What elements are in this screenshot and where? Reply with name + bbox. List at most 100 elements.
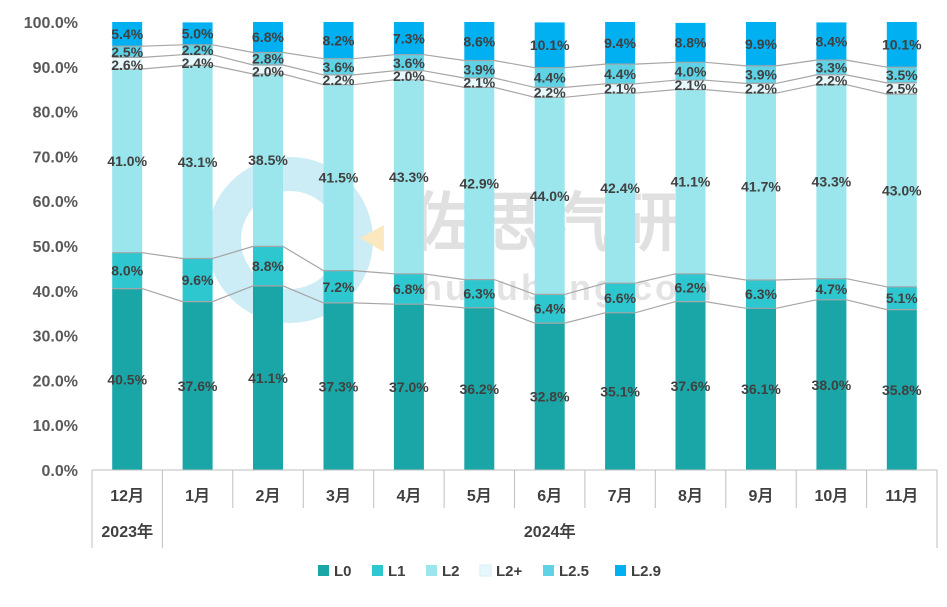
bar-L25-1 — [112, 46, 143, 58]
bar-L0-8 — [605, 312, 636, 470]
x-tick-label-6: 5月 — [467, 487, 492, 505]
data-label-L25-3: 2.8% — [252, 51, 284, 67]
bar-L0-11 — [816, 299, 847, 470]
x-tick-label-9: 8月 — [678, 487, 703, 505]
legend-label-L2: L2 — [442, 563, 460, 580]
data-label-L2-10: 41.7% — [741, 179, 781, 195]
bar-L25-11 — [816, 60, 847, 75]
bar-L2-10 — [746, 83, 776, 94]
data-label-L2-6: 2.1% — [463, 75, 495, 91]
y-tick-label-10: 100.0% — [24, 15, 78, 32]
data-label-L0-5: 37.0% — [389, 379, 429, 395]
data-label-L0-10: 36.1% — [741, 381, 781, 397]
bar-L25-3 — [253, 52, 283, 65]
bar-L29-3 — [253, 22, 283, 53]
data-label-L25-4: 3.6% — [323, 59, 355, 75]
bar-L2-9 — [675, 80, 706, 90]
data-label-L25-1: 2.5% — [111, 44, 143, 60]
x-tick-label-5: 4月 — [396, 487, 421, 505]
x-tick-label-4: 3月 — [326, 487, 351, 505]
legend-swatch-L0 — [318, 565, 329, 576]
data-label-L25-12: 3.5% — [886, 67, 918, 83]
y-tick-label-0: 0.0% — [42, 463, 78, 480]
bar-L29-2 — [182, 22, 213, 45]
bar-L0-9 — [675, 301, 706, 470]
bar-L2-1 — [112, 57, 143, 69]
bar-L2-8 — [605, 83, 636, 94]
bar-L0-12 — [886, 309, 917, 470]
bar-L2-3 — [253, 65, 283, 74]
legend-label-L29: L2.9 — [631, 563, 661, 580]
legend-swatch-L2 — [479, 564, 492, 577]
data-label-L25-6: 3.9% — [463, 61, 495, 77]
bar-L0-4 — [323, 302, 354, 470]
data-label-L2-10: 2.2% — [745, 80, 777, 96]
data-label-L2-6: 42.9% — [459, 176, 499, 192]
legend-label-L2: L2+ — [496, 563, 523, 580]
data-label-L1-5: 6.8% — [393, 281, 425, 297]
data-label-L0-3: 41.1% — [248, 370, 288, 386]
legend: L0 L1 L2 L2+ L2.5 L2.9 — [318, 563, 661, 580]
y-tick-label-3: 30.0% — [33, 329, 78, 346]
bar-L1-10 — [746, 280, 776, 309]
y-tick-label-9: 90.0% — [33, 60, 78, 77]
bar-L2-8 — [605, 93, 636, 284]
x-axis: 12月 1月 2月 3月 4月 5月 6月 7月 8月 9月 10月 11月 2023年 2024年 — [91, 469, 938, 548]
x-tick-label-12: 11月 — [885, 487, 918, 505]
bar-L29-7 — [534, 22, 565, 68]
bar-L25-10 — [746, 65, 776, 84]
bar-L1-2 — [182, 258, 213, 302]
bar-L1-11 — [816, 278, 847, 300]
data-label-L25-10: 3.9% — [745, 67, 777, 83]
data-label-L0-8: 35.1% — [600, 383, 640, 399]
data-label-L29-6: 8.6% — [463, 33, 495, 49]
data-label-L1-6: 6.3% — [463, 286, 495, 302]
data-label-L25-11: 3.3% — [815, 60, 847, 76]
watermark-logo — [207, 157, 384, 323]
bar-L1-12 — [886, 286, 917, 310]
data-label-L0-11: 38.0% — [812, 377, 852, 393]
data-label-L2-5: 2.0% — [393, 68, 425, 84]
bar-L2-3 — [253, 74, 283, 247]
data-label-L2-9: 2.1% — [675, 77, 707, 93]
bar-L1-4 — [323, 270, 354, 303]
bar-L25-7 — [534, 67, 565, 88]
data-label-L0-1: 40.5% — [107, 371, 147, 387]
bar-L2-10 — [746, 93, 776, 280]
bar-L0-3 — [253, 285, 283, 470]
data-label-L2-1: 2.6% — [111, 57, 143, 73]
legend-swatch-L1 — [372, 565, 383, 576]
data-label-L0-4: 37.3% — [319, 378, 359, 394]
data-label-L29-2: 5.0% — [182, 26, 214, 42]
bar-L29-5 — [393, 22, 424, 55]
data-label-L0-12: 35.8% — [882, 382, 922, 398]
y-tick-label-6: 60.0% — [33, 194, 78, 211]
bar-L25-6 — [464, 60, 495, 78]
x-tick-label-11: 10月 — [814, 487, 848, 505]
bar-L2-4 — [323, 84, 354, 271]
bar-L2-11 — [816, 74, 847, 85]
bar-L2-1 — [112, 69, 143, 253]
data-label-L25-9: 4.0% — [675, 63, 707, 79]
bar-L0-2 — [182, 301, 213, 470]
data-label-L2-8: 2.1% — [604, 81, 636, 97]
data-label-L2-12: 2.5% — [886, 81, 918, 97]
data-label-L2-1: 41.0% — [107, 153, 147, 169]
data-label-L0-9: 37.6% — [671, 378, 711, 394]
y-tick-label-8: 80.0% — [33, 105, 78, 122]
connector-line-3 — [112, 64, 917, 98]
data-label-L2-11: 43.3% — [812, 174, 852, 190]
connector-lines — [112, 44, 917, 324]
data-label-L2-11: 2.2% — [815, 73, 847, 89]
data-label-L0-7: 32.8% — [530, 389, 570, 405]
data-label-L29-5: 7.3% — [393, 30, 425, 46]
data-label-L1-9: 6.2% — [675, 280, 707, 296]
data-label-L1-10: 6.3% — [745, 286, 777, 302]
legend-label-L25: L2.5 — [559, 563, 589, 580]
bar-L0-7 — [534, 323, 565, 470]
y-tick-label-1: 10.0% — [33, 418, 78, 435]
y-tick-label-2: 20.0% — [33, 373, 78, 390]
bar-L29-6 — [464, 22, 495, 61]
data-label-L29-8: 9.4% — [604, 35, 636, 51]
bar-L2-12 — [886, 94, 917, 287]
